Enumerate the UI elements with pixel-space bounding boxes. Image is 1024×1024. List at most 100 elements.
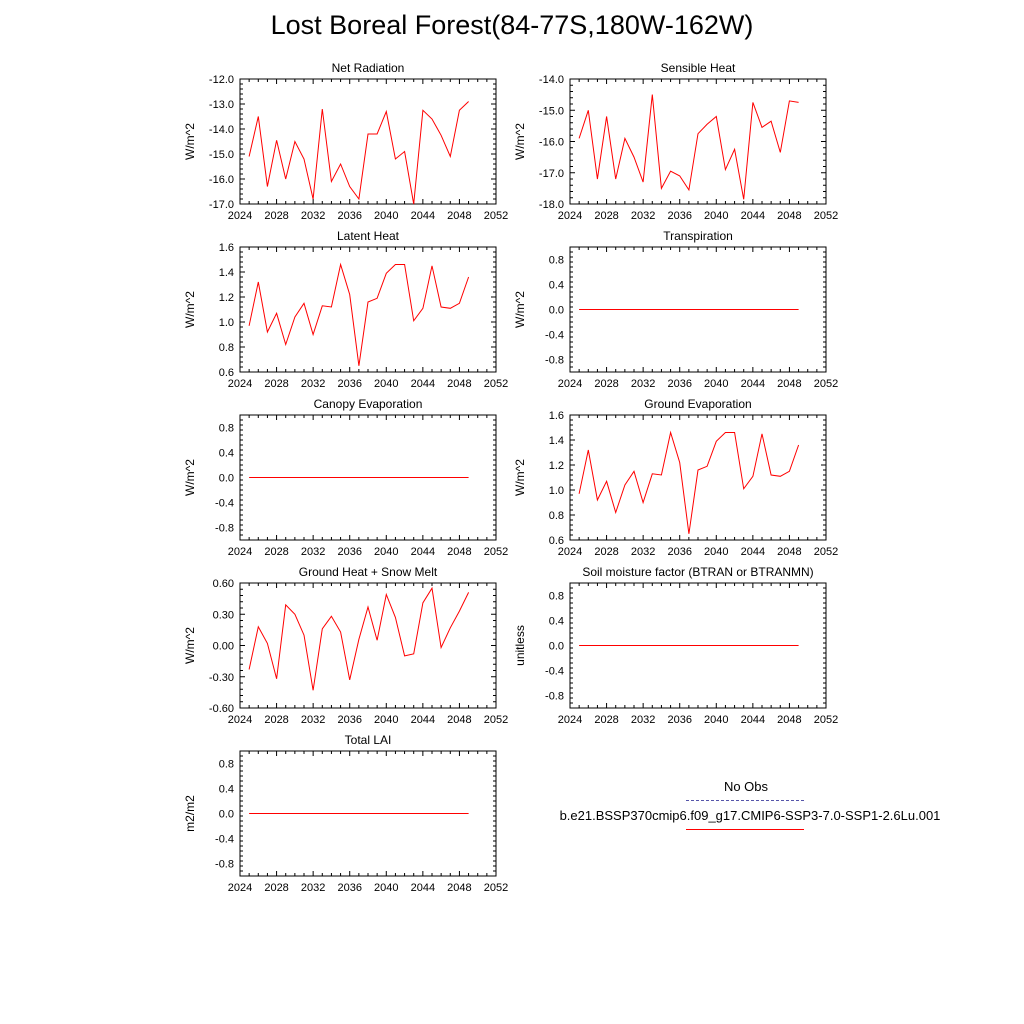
chart-panel: 2024 2028 2032 2036 2040 2044 2048 2052 -0.8 -0.4…	[513, 565, 838, 726]
series-line	[578, 430, 800, 534]
series-line	[578, 94, 799, 200]
x-tick-label: 2028	[264, 210, 288, 222]
x-tick-label: 2036	[337, 714, 361, 726]
y-tick-label: 1.0	[549, 485, 564, 497]
y-tick-label: 0.4	[219, 448, 234, 460]
x-tick-label: 2044	[741, 210, 765, 222]
y-tick-label: -0.8	[545, 691, 564, 703]
x-tick-label: 2044	[411, 714, 435, 726]
y-tick-label: -14.0	[209, 124, 234, 136]
panel-title: Transpiration	[663, 229, 733, 243]
y-tick-label: 1.4	[549, 435, 564, 447]
x-tick-label: 2044	[741, 378, 765, 390]
x-tick-label: 2032	[631, 210, 655, 222]
y-tick-label: -15.0	[539, 105, 564, 117]
x-tick-label: 2044	[411, 378, 435, 390]
chart-panel: 2024 2028 2032 2036 2040 2044 2048 2052 0.6 0.8 1.…	[183, 229, 508, 390]
y-tick-label: 1.6	[549, 410, 564, 422]
x-tick-label: 2036	[667, 714, 691, 726]
x-tick-label: 2036	[337, 882, 361, 894]
plot-frame	[239, 78, 497, 205]
y-axis-label: W/m^2	[183, 627, 197, 664]
legend-series-label: b.e21.BSSP370cmip6.f09_g17.CMIP6-SSP3-7.…	[559, 808, 941, 823]
panel-title: Soil moisture factor (BTRAN or BTRANMN)	[582, 565, 813, 579]
x-tick-label: 2024	[228, 882, 252, 894]
chart-panel: 2024 2028 2032 2036 2040 2044 2048 2052 -0.8 -0.4…	[183, 733, 508, 894]
y-tick-label: 0.0	[549, 305, 564, 317]
y-axis-label: W/m^2	[513, 459, 527, 496]
y-tick-label: -16.0	[539, 137, 564, 149]
y-axis-label: unitless	[513, 625, 527, 666]
x-tick-label: 2040	[704, 210, 728, 222]
y-tick-label: 0.8	[219, 759, 234, 771]
x-tick-label: 2040	[704, 714, 728, 726]
x-tick-label: 2036	[667, 378, 691, 390]
legend-obs-label: No Obs	[723, 779, 769, 794]
x-tick-label: 2052	[484, 714, 508, 726]
x-tick-label: 2024	[228, 714, 252, 726]
x-tick-label: 2028	[594, 714, 618, 726]
legend-obs-line	[686, 800, 804, 801]
x-tick-label: 2032	[301, 882, 325, 894]
x-tick-label: 2040	[704, 546, 728, 558]
x-tick-label: 2032	[301, 714, 325, 726]
y-tick-label: -17.0	[539, 168, 564, 180]
y-tick-label: 1.4	[219, 267, 234, 279]
x-tick-label: 2048	[777, 714, 801, 726]
x-tick-label: 2052	[484, 378, 508, 390]
x-tick-label: 2032	[631, 714, 655, 726]
y-tick-label: -16.0	[209, 174, 234, 186]
y-tick-label: -15.0	[209, 149, 234, 161]
chart-panel: 2024 2028 2032 2036 2040 2044 2048 2052 0.6 0.8 1.…	[513, 397, 838, 558]
x-tick-label: 2048	[447, 882, 471, 894]
y-tick-label: -12.0	[209, 74, 234, 86]
plot-frame	[239, 246, 497, 373]
y-tick-label: 0.8	[549, 255, 564, 267]
y-tick-label: 0.00	[213, 641, 234, 653]
y-tick-label: 1.2	[549, 460, 564, 472]
y-tick-label: -13.0	[209, 99, 234, 111]
y-tick-label: 0.0	[549, 641, 564, 653]
y-tick-label: 0.0	[219, 809, 234, 821]
x-tick-label: 2024	[228, 546, 252, 558]
x-tick-label: 2040	[374, 546, 398, 558]
x-tick-label: 2024	[228, 210, 252, 222]
x-tick-label: 2032	[631, 546, 655, 558]
x-tick-label: 2028	[594, 378, 618, 390]
y-tick-label: 0.4	[549, 616, 564, 628]
x-tick-label: 2052	[814, 210, 838, 222]
y-tick-label: -0.8	[545, 355, 564, 367]
series-line	[248, 262, 470, 366]
x-tick-label: 2040	[374, 210, 398, 222]
series-line	[248, 101, 469, 205]
x-tick-label: 2036	[667, 210, 691, 222]
figure-title: Lost Boreal Forest(84-77S,180W-162W)	[270, 10, 754, 40]
y-axis-label: W/m^2	[183, 291, 197, 328]
y-tick-label: 0.30	[213, 609, 234, 621]
x-tick-label: 2048	[447, 546, 471, 558]
x-tick-label: 2036	[667, 546, 691, 558]
x-tick-label: 2032	[301, 210, 325, 222]
x-tick-label: 2048	[447, 378, 471, 390]
panel-title: Ground Heat + Snow Melt	[299, 565, 438, 579]
chart-panel: 2024 2028 2032 2036 2040 2044 2048 2052 -0.60 -0.…	[183, 565, 508, 726]
panel-title: Latent Heat	[337, 229, 400, 243]
x-tick-label: 2024	[558, 546, 582, 558]
x-tick-label: 2052	[814, 714, 838, 726]
plot-frame	[569, 414, 827, 541]
y-axis-label: W/m^2	[183, 123, 197, 160]
x-tick-label: 2048	[447, 210, 471, 222]
chart-panel: 2024 2028 2032 2036 2040 2044 2048 2052 -0.8 -0.4…	[183, 397, 508, 558]
x-tick-label: 2040	[374, 882, 398, 894]
panel-title: Canopy Evaporation	[314, 397, 423, 411]
y-tick-label: 0.8	[549, 591, 564, 603]
x-tick-label: 2044	[741, 546, 765, 558]
x-tick-label: 2032	[301, 378, 325, 390]
plot-frame	[239, 582, 497, 709]
x-tick-label: 2052	[814, 546, 838, 558]
y-axis-label: W/m^2	[183, 459, 197, 496]
plot-frame	[569, 78, 827, 205]
y-tick-label: 0.60	[213, 578, 234, 590]
x-tick-label: 2024	[558, 378, 582, 390]
